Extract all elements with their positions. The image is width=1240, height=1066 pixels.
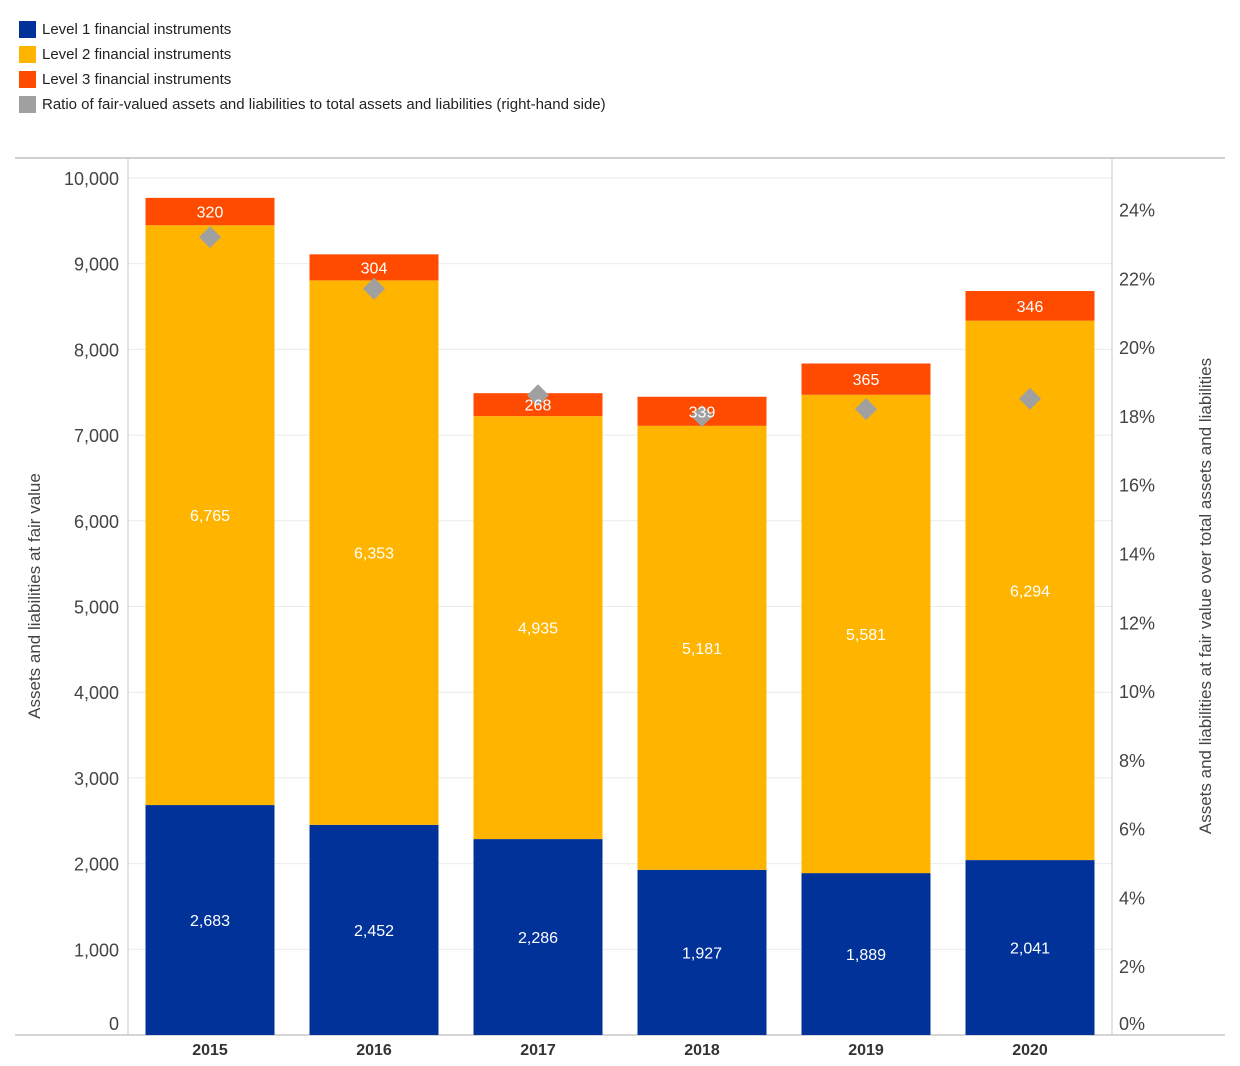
y-right-tick-label: 16% xyxy=(1119,476,1155,496)
y-right-tick-label: 12% xyxy=(1119,613,1155,633)
bar-level1-2016 xyxy=(309,824,439,1035)
x-tick-label: 2016 xyxy=(356,1042,392,1059)
y-tick-label: 6,000 xyxy=(74,512,119,532)
data-label-level1-2020: 2,041 xyxy=(1010,941,1050,958)
x-tick-label: 2020 xyxy=(1012,1042,1048,1059)
legend-label-level3: Level 3 financial instruments xyxy=(42,71,232,88)
legend-item-level1: Level 1 financial instruments xyxy=(19,17,606,42)
y-axis-right-title: Assets and liabilities at fair value ove… xyxy=(1196,358,1215,834)
bar-level2-2018 xyxy=(637,425,767,870)
data-label-level2-2017: 4,935 xyxy=(518,621,558,638)
bar-level3-2019 xyxy=(801,363,931,395)
y-tick-label: 3,000 xyxy=(74,769,119,789)
data-label-level1-2017: 2,286 xyxy=(518,930,558,947)
y-right-tick-label: 10% xyxy=(1119,682,1155,702)
legend-label-level2: Level 2 financial instruments xyxy=(42,46,232,63)
y-tick-label: 9,000 xyxy=(74,255,119,275)
x-tick-label: 2017 xyxy=(520,1042,556,1059)
data-label-level1-2016: 2,452 xyxy=(354,923,394,940)
ratio-marker-2020 xyxy=(1019,387,1041,410)
y-right-tick-label: 24% xyxy=(1119,201,1155,221)
bar-level2-2015 xyxy=(145,225,275,806)
data-label-level3-2017: 268 xyxy=(525,398,552,415)
legend-swatch-ratio xyxy=(19,96,36,113)
x-axis: 2015 2016 2017 2018 2019 2020 xyxy=(192,1042,1048,1059)
data-label-level3-2018: 339 xyxy=(689,404,716,421)
data-label-level2-2018: 5,181 xyxy=(682,641,722,658)
bar-level3-2016 xyxy=(309,254,439,281)
data-label-level1-2015: 2,683 xyxy=(190,913,230,930)
gridlines xyxy=(128,177,1112,950)
y-axis-right: 0% 2% 4% 6% 8% 10% 12% 14% 16% 18% 20% 22% 24% xyxy=(1119,201,1155,1034)
data-label-level2-2016: 6,353 xyxy=(354,546,394,563)
legend-label-ratio: Ratio of fair-valued assets and liabilit… xyxy=(42,96,606,113)
bars xyxy=(145,197,1095,1035)
bar-level3-2015 xyxy=(145,197,275,226)
data-label-level2-2020: 6,294 xyxy=(1010,583,1050,600)
legend-item-ratio: Ratio of fair-valued assets and liabilit… xyxy=(19,92,606,117)
y-right-tick-label: 18% xyxy=(1119,407,1155,427)
x-tick-label: 2018 xyxy=(684,1042,720,1059)
data-label-level2-2015: 6,765 xyxy=(190,508,230,525)
y-right-tick-label: 0% xyxy=(1119,1014,1145,1034)
y-axis-title: Assets and liabilities at fair value xyxy=(25,473,44,719)
x-tick-label: 2015 xyxy=(192,1042,228,1059)
bar-level2-2017 xyxy=(473,416,603,840)
y-tick-label: 10,000 xyxy=(64,169,119,189)
bar-level2-2020 xyxy=(965,320,1095,861)
chart-legend: Level 1 financial instruments Level 2 fi… xyxy=(19,17,606,117)
y-tick-label: 8,000 xyxy=(74,340,119,360)
ratio-marker-2018 xyxy=(691,404,713,427)
ratio-marker-2016 xyxy=(363,277,385,300)
y-right-tick-label: 2% xyxy=(1119,957,1145,977)
y-right-tick-label: 6% xyxy=(1119,820,1145,840)
data-label-level3-2019: 365 xyxy=(853,372,880,389)
legend-swatch-level1 xyxy=(19,21,36,38)
y-axis-left: 0 1,000 2,000 3,000 4,000 5,000 6,000 7,000 8,00… xyxy=(64,169,119,1034)
bar-level2-2016 xyxy=(309,280,439,825)
ratio-markers xyxy=(199,226,1041,427)
bar-level1-2015 xyxy=(145,805,275,1035)
legend-item-level3: Level 3 financial instruments xyxy=(19,67,606,92)
data-label-level3-2015: 320 xyxy=(197,205,224,222)
y-right-tick-label: 8% xyxy=(1119,751,1145,771)
legend-swatch-level2 xyxy=(19,46,36,63)
legend-label-level1: Level 1 financial instruments xyxy=(42,21,232,38)
y-right-tick-label: 4% xyxy=(1119,888,1145,908)
y-tick-label: 4,000 xyxy=(74,683,119,703)
bar-level3-2020 xyxy=(965,291,1095,321)
y-tick-label: 2,000 xyxy=(74,855,119,875)
bar-level1-2017 xyxy=(473,839,603,1035)
data-label-level1-2019: 1,889 xyxy=(846,947,886,964)
x-tick-label: 2019 xyxy=(848,1042,884,1059)
data-label-level2-2019: 5,581 xyxy=(846,627,886,644)
y-right-tick-label: 22% xyxy=(1119,269,1155,289)
legend-swatch-level3 xyxy=(19,71,36,88)
ratio-marker-2017 xyxy=(527,384,549,407)
y-tick-label: 0 xyxy=(109,1014,119,1034)
data-label-level1-2018: 1,927 xyxy=(682,945,722,962)
y-tick-label: 1,000 xyxy=(74,940,119,960)
bar-level1-2018 xyxy=(637,869,767,1035)
ratio-marker-2019 xyxy=(855,398,877,421)
y-tick-label: 7,000 xyxy=(74,426,119,446)
legend-item-level2: Level 2 financial instruments xyxy=(19,42,606,67)
bar-level1-2020 xyxy=(965,860,1095,1035)
bar-level2-2019 xyxy=(801,394,931,874)
bar-level1-2019 xyxy=(801,873,931,1035)
y-right-tick-label: 20% xyxy=(1119,338,1155,358)
data-labels: 2,683 6,765 320 2,452 6,353 304 2,286 4,935 268 1… xyxy=(190,205,1050,964)
y-tick-label: 5,000 xyxy=(74,597,119,617)
y-right-tick-label: 14% xyxy=(1119,545,1155,565)
ratio-marker-2015 xyxy=(199,226,221,249)
data-label-level3-2020: 346 xyxy=(1017,299,1044,316)
data-label-level3-2016: 304 xyxy=(361,260,388,277)
